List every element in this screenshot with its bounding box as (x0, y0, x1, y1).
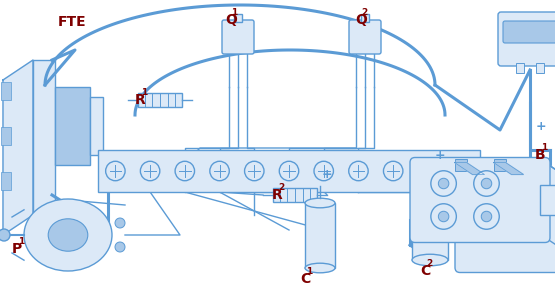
Text: FTE: FTE (58, 15, 87, 29)
Bar (1, 82, 11, 100)
Circle shape (418, 161, 438, 181)
Text: 1: 1 (541, 143, 547, 152)
Text: 2: 2 (361, 8, 367, 17)
Ellipse shape (412, 179, 448, 191)
Circle shape (384, 161, 403, 181)
Circle shape (453, 161, 472, 181)
Bar (234, 14, 242, 22)
Ellipse shape (412, 254, 448, 266)
Bar (273, 188, 317, 202)
Text: +: + (435, 149, 446, 162)
Text: C: C (420, 264, 430, 278)
Text: 1: 1 (18, 237, 24, 246)
Bar (90, 97, 103, 155)
Polygon shape (3, 60, 33, 235)
Circle shape (481, 211, 492, 222)
Text: 2: 2 (278, 183, 285, 192)
Bar (493, 158, 506, 170)
Circle shape (349, 161, 368, 181)
FancyBboxPatch shape (349, 20, 381, 54)
Text: 1: 1 (141, 88, 148, 97)
Bar (55, 87, 90, 165)
Text: P: P (12, 242, 22, 256)
Text: B: B (535, 148, 546, 162)
Circle shape (279, 161, 299, 181)
Text: C: C (300, 272, 310, 286)
Polygon shape (415, 162, 555, 193)
FancyBboxPatch shape (503, 21, 555, 43)
Circle shape (245, 161, 264, 181)
Bar (305, 203, 335, 268)
Ellipse shape (24, 199, 112, 271)
Ellipse shape (48, 219, 88, 251)
Bar (98, 150, 480, 192)
FancyBboxPatch shape (222, 20, 254, 54)
FancyBboxPatch shape (455, 187, 555, 272)
Circle shape (481, 178, 492, 189)
Bar (536, 63, 544, 73)
Bar (361, 14, 369, 22)
Text: +: + (536, 120, 547, 133)
Text: R: R (272, 188, 282, 202)
Circle shape (431, 204, 456, 229)
Text: 1: 1 (306, 267, 312, 276)
Text: 1: 1 (231, 8, 238, 17)
Bar (455, 158, 467, 170)
Bar (33, 60, 55, 220)
Circle shape (438, 211, 449, 222)
Bar (412, 185, 448, 260)
FancyBboxPatch shape (498, 12, 555, 66)
Ellipse shape (305, 263, 335, 273)
Circle shape (105, 161, 125, 181)
Circle shape (140, 161, 160, 181)
Bar (1, 127, 11, 145)
Circle shape (438, 178, 449, 189)
Bar (540, 185, 555, 215)
Text: Q: Q (355, 13, 367, 27)
Circle shape (0, 229, 10, 241)
Circle shape (431, 171, 456, 196)
Polygon shape (455, 162, 485, 174)
Polygon shape (493, 162, 523, 174)
Polygon shape (545, 162, 555, 267)
Circle shape (210, 161, 229, 181)
Text: Q: Q (225, 13, 237, 27)
Circle shape (175, 161, 195, 181)
Bar (1, 172, 11, 190)
Text: 2: 2 (426, 259, 432, 268)
Bar (516, 63, 524, 73)
FancyBboxPatch shape (410, 158, 550, 243)
Bar (138, 93, 182, 107)
Circle shape (115, 242, 125, 252)
Text: +: + (322, 168, 332, 181)
Circle shape (115, 218, 125, 228)
Ellipse shape (305, 198, 335, 208)
Circle shape (474, 204, 500, 229)
Circle shape (474, 171, 500, 196)
Circle shape (314, 161, 334, 181)
Text: R: R (135, 93, 146, 107)
